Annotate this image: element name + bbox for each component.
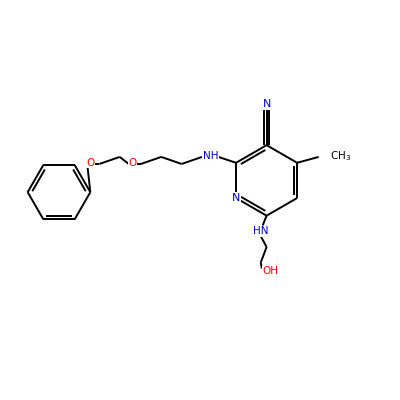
Text: N: N	[232, 193, 240, 203]
Text: O: O	[128, 158, 136, 168]
Text: HN: HN	[253, 226, 268, 236]
Text: NH: NH	[203, 151, 218, 161]
Text: CH$_3$: CH$_3$	[330, 149, 352, 163]
Text: O: O	[87, 158, 95, 168]
Text: OH: OH	[263, 266, 279, 276]
Text: N: N	[262, 99, 271, 109]
